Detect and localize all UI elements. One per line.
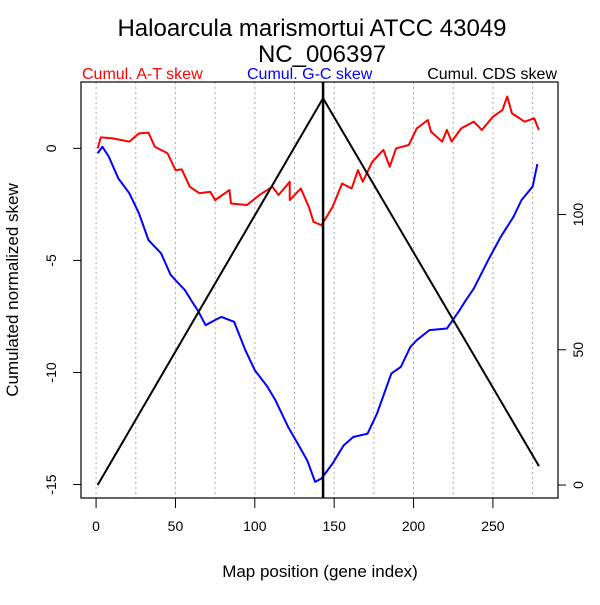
x-axis-label: Map position (gene index) <box>222 562 418 581</box>
x-tick-label: 0 <box>92 518 100 534</box>
chart-title: Haloarcula marismortui ATCC 43049 <box>117 15 506 42</box>
legend-at: Cumul. A-T skew <box>82 66 203 83</box>
y2-tick-label: 0 <box>570 481 586 489</box>
x-tick-label: 200 <box>402 518 426 534</box>
plot-frame <box>80 81 559 499</box>
legend-gc: Cumul. G-C skew <box>247 66 373 83</box>
x-tick-label: 150 <box>323 518 347 534</box>
y-tick-label: -10 <box>43 362 59 382</box>
y-tick-label: 0 <box>43 144 59 152</box>
y-tick-label: -5 <box>43 254 59 267</box>
y2-tick-label: 50 <box>570 342 586 358</box>
y2-tick-label: 100 <box>570 203 586 227</box>
legend-cds: Cumul. CDS skew <box>427 66 557 83</box>
series-line-at <box>96 95 540 227</box>
x-tick-label: 250 <box>481 518 505 534</box>
y-tick-label: -15 <box>43 474 59 494</box>
chart-subtitle: NC_006397 <box>258 41 386 68</box>
series-line-gc <box>96 145 539 483</box>
y-axis-label: Cumulated normalized skew <box>3 183 22 397</box>
x-tick-label: 100 <box>243 518 267 534</box>
x-tick-label: 50 <box>168 518 184 534</box>
